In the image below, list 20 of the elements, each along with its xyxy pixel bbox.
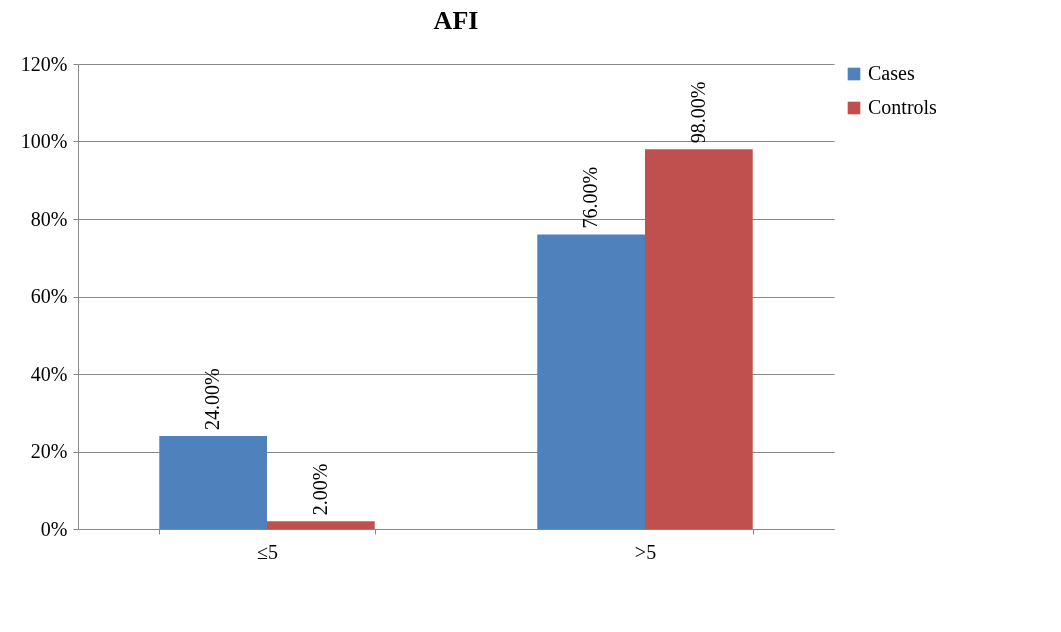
x-tick-label: ≤5 <box>257 540 278 563</box>
bar <box>267 521 375 529</box>
y-tick-label: 60% <box>30 285 68 307</box>
y-tick-label: 80% <box>30 207 68 230</box>
y-tick-label: 0% <box>40 517 68 540</box>
bar <box>537 234 645 529</box>
y-tick-label: 120% <box>20 52 68 75</box>
legend-label: Cases <box>868 62 915 84</box>
data-label: 24.00% <box>201 368 224 430</box>
x-tick-label: >5 <box>634 540 657 563</box>
data-label: 2.00% <box>308 463 331 516</box>
y-tick-label: 20% <box>30 440 68 462</box>
chart-title: AFI <box>433 6 479 35</box>
bar <box>159 436 267 529</box>
data-label: 98.00% <box>686 81 709 144</box>
legend-label: Controls <box>868 96 938 118</box>
bar <box>645 149 753 529</box>
data-label: 76.00% <box>579 166 602 229</box>
y-tick-label: 100% <box>20 130 68 152</box>
y-tick-label: 40% <box>30 362 68 385</box>
